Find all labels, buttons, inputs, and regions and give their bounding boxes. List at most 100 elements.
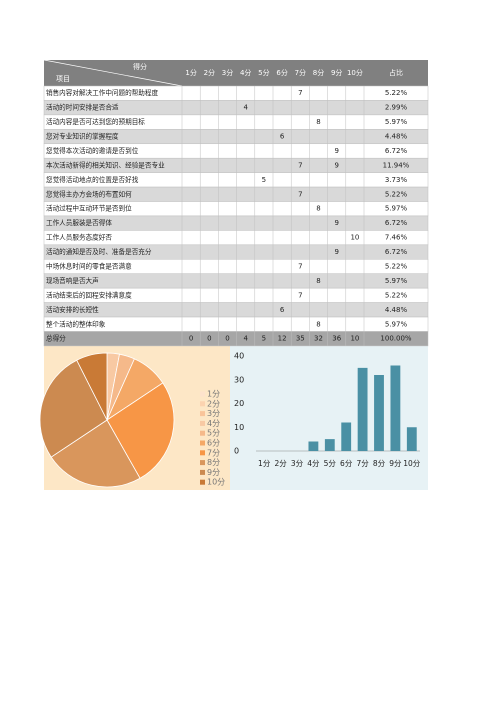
row-label: 工作人员服务态度好否 [46,233,112,242]
cell-value: 36 [332,335,341,343]
row-bg [43,302,429,318]
header-label: 10分 [347,68,363,77]
header-bg [44,60,428,86]
header-label: 6分 [276,68,287,77]
legend-swatch [200,450,205,456]
x-tick-label: 6分 [340,459,353,468]
y-tick-label: 10 [234,423,244,432]
cell-value: 32 [314,335,323,343]
cell-value: 6 [280,133,285,141]
cell-value: 5 [262,335,266,343]
cell-value: 7 [298,291,302,299]
row-bg [43,273,429,289]
legend-label: 5分 [207,429,220,438]
legend-swatch [200,460,205,466]
header-label: 9分 [331,68,342,77]
x-tick-label: 2分 [274,459,287,468]
corner-bottom: 项目 [56,75,70,83]
header-label: 4分 [240,68,251,77]
row-label: 整个活动的整体印象 [46,319,106,328]
pie-slice [39,359,108,458]
cell-value: 6.72% [385,147,408,155]
corner-top: 得分 [133,62,147,71]
cell-value: 5.97% [385,277,408,285]
header-label: 8分 [313,68,324,77]
row-bg [43,331,429,347]
cell-value: 9 [334,147,338,155]
row-label: 活动内容是否可达到您的预期目标 [46,117,145,126]
x-tick-label: 7分 [356,459,369,468]
header-label: 7分 [295,68,306,77]
legend-swatch [200,411,205,417]
row-label: 活动安排的长短性 [46,305,99,314]
x-tick-label: 5分 [324,459,337,468]
cell-value: 6.72% [385,248,408,256]
legend-label: 8分 [207,458,220,467]
header-label: 占比 [389,68,403,77]
row-label: 您对专业知识的掌握程度 [46,132,119,141]
legend-label: 10分 [207,478,225,487]
legend-label: 1分 [207,390,220,399]
cell-value: 8 [316,277,320,285]
cell-value: 0 [189,335,193,343]
x-tick-label: 10分 [403,459,421,468]
x-tick-label: 9分 [389,459,402,468]
row-label: 本次活动新得的相关知识、经验是否专业 [46,160,165,169]
row-label: 您觉得活动地点的位置是否好找 [46,175,139,184]
cell-value: 7 [298,89,302,97]
cell-value: 6 [280,306,285,314]
cell-value: 9 [334,219,338,227]
cell-value: 5 [262,176,266,184]
row-label: 活动的时间安排是否合适 [46,103,119,112]
cell-value: 4.48% [385,306,408,314]
legend-label: 7分 [207,448,220,457]
cell-value: 4.48% [385,133,408,141]
bar [374,375,384,451]
legend-swatch [200,469,205,475]
y-tick-label: 40 [234,352,244,361]
legend-swatch [200,430,205,436]
row-label: 中场休息时间的零食是否满意 [46,262,132,271]
cell-value: 8 [316,320,320,328]
cell-value: 5.22% [385,190,408,198]
legend-swatch [200,401,205,407]
legend-label: 2分 [207,399,220,408]
cell-value: 7.46% [385,234,408,242]
cell-value: 35 [296,335,305,343]
corner-diagonal [43,59,183,87]
legend-swatch [200,440,205,446]
cell-value: 0 [207,335,211,343]
row-label: 销售内容对解决工作中问题的帮助程度 [46,88,158,97]
row-label: 总得分 [46,334,66,343]
cell-value: 11.94% [383,161,410,169]
cell-value: 3.73% [385,176,408,184]
cell-value: 5.22% [385,291,408,299]
bar [341,422,352,451]
cell-value: 7 [298,190,302,198]
cell-value: 4 [243,335,248,343]
cell-value: 7 [298,161,302,169]
cell-value: 9 [334,248,338,256]
cell-value: 7 [298,263,302,271]
bar [390,365,401,451]
cell-value: 4 [243,104,248,112]
row-label: 您觉得本次活动的邀请是否到位 [46,146,139,155]
cell-value: 5.22% [385,263,408,271]
pie-slice [50,419,141,488]
cell-value: 5.97% [385,205,408,213]
y-tick-label: 20 [234,399,244,408]
cell-value: 5.22% [385,89,408,97]
x-tick-label: 1分 [258,459,271,468]
x-tick-label: 8分 [373,459,386,468]
cell-value: 5.97% [385,320,408,328]
bar [357,367,368,451]
row-label: 活动的通知是否及时、准备是否充分 [46,247,152,256]
cell-value: 12 [278,335,287,343]
header-label: 2分 [204,68,215,77]
cell-value: 8 [316,118,320,126]
legend-label: 3分 [207,409,220,418]
cell-value: 0 [225,335,229,343]
cell-value: 5.97% [385,118,408,126]
header-label: 5分 [258,68,269,77]
